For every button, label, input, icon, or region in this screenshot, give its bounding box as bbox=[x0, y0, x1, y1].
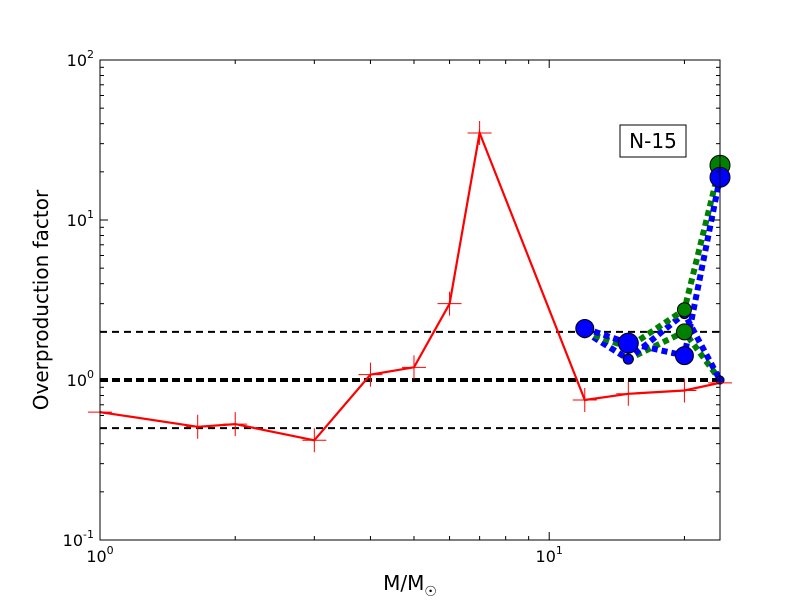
x-tick-label-exponent: 1 bbox=[556, 544, 563, 557]
y-tick-label-exponent: 2 bbox=[87, 48, 94, 61]
reference-lines bbox=[100, 330, 720, 430]
data-point-0-9 bbox=[616, 381, 641, 406]
x-axis-title-main: M/M bbox=[383, 571, 424, 595]
data-point-0-4 bbox=[358, 362, 383, 387]
data-point-4-1 bbox=[622, 353, 634, 365]
plot-area-frame bbox=[99, 59, 721, 541]
data-point-2-2 bbox=[674, 346, 694, 366]
series-markers bbox=[88, 120, 732, 453]
data-point-0-1 bbox=[185, 414, 210, 439]
y-tick-label-3: 102 bbox=[67, 48, 94, 70]
y-tick-label-base: 10 bbox=[63, 531, 83, 550]
y-tick-label-2: 101 bbox=[67, 208, 94, 230]
data-point-0-3 bbox=[302, 428, 327, 453]
y-tick-label-exponent: 0 bbox=[87, 368, 94, 381]
y-tick-label-0: 10-1 bbox=[63, 528, 94, 550]
data-point-0-6 bbox=[437, 291, 462, 316]
x-axis-title: M/M☉ bbox=[383, 571, 437, 600]
x-tick-label-base: 10 bbox=[536, 547, 556, 566]
annotation-box: N-15 bbox=[619, 124, 687, 158]
y-tick-label-base: 10 bbox=[67, 211, 87, 230]
annotation-label: N-15 bbox=[629, 129, 677, 153]
x-axis-title-sub: ☉ bbox=[424, 584, 437, 600]
y-tick-label-base: 10 bbox=[67, 51, 87, 70]
data-point-0-2 bbox=[223, 412, 248, 437]
y-tick-label-exponent: 1 bbox=[87, 208, 94, 221]
y-tick-label-exponent: -1 bbox=[83, 528, 94, 541]
x-tick-label-base: 10 bbox=[86, 547, 106, 566]
data-point-2-1 bbox=[617, 332, 639, 354]
series-line-2 bbox=[583, 176, 723, 360]
axis-ticks bbox=[99, 59, 720, 541]
series-line-1 bbox=[583, 164, 723, 351]
data-point-3-2 bbox=[675, 323, 693, 341]
data-point-0-10 bbox=[672, 378, 697, 403]
annotation-frame bbox=[619, 124, 687, 158]
y-tick-label-1: 100 bbox=[67, 368, 94, 390]
data-point-1-2 bbox=[676, 302, 692, 318]
data-point-0-8 bbox=[572, 387, 597, 412]
series-line-4 bbox=[583, 308, 723, 382]
x-tick-label-0: 100 bbox=[86, 544, 113, 566]
y-axis-title: Overproduction factor bbox=[29, 189, 53, 410]
x-tick-label-1: 101 bbox=[536, 544, 563, 566]
data-point-0-5 bbox=[401, 355, 426, 380]
data-point-2-0 bbox=[575, 318, 595, 338]
x-tick-label-exponent: 0 bbox=[107, 544, 114, 557]
y-tick-label-base: 10 bbox=[67, 371, 87, 390]
data-point-0-7 bbox=[467, 120, 492, 145]
